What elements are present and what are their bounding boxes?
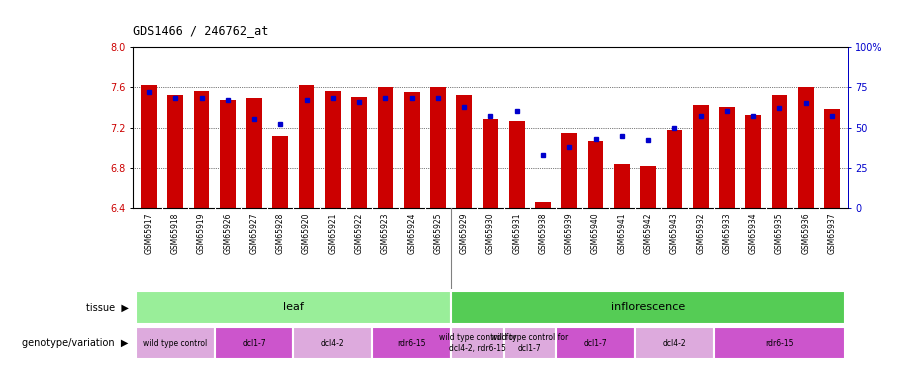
Text: inflorescence: inflorescence: [611, 303, 685, 312]
Bar: [824, 110, 840, 208]
Text: GSM65925: GSM65925: [434, 212, 443, 254]
Bar: [451, 291, 845, 324]
Text: GSM65935: GSM65935: [775, 212, 784, 254]
Bar: [482, 119, 499, 208]
Text: wild type control: wild type control: [143, 339, 207, 348]
Text: GSM65919: GSM65919: [197, 212, 206, 254]
Bar: [714, 327, 845, 359]
Bar: [293, 327, 373, 359]
Bar: [771, 95, 788, 208]
Bar: [351, 97, 367, 208]
Text: GSM65941: GSM65941: [617, 212, 626, 254]
Bar: [640, 166, 656, 208]
Bar: [247, 98, 262, 208]
Bar: [693, 105, 708, 208]
Bar: [556, 327, 635, 359]
Text: GSM65918: GSM65918: [171, 212, 180, 254]
Text: GSM65929: GSM65929: [460, 212, 469, 254]
Bar: [536, 202, 551, 208]
Text: dcl1-7: dcl1-7: [242, 339, 266, 348]
Bar: [719, 107, 734, 208]
Text: GSM65926: GSM65926: [223, 212, 232, 254]
Text: GSM65922: GSM65922: [355, 212, 364, 254]
Text: GSM65931: GSM65931: [512, 212, 521, 254]
Bar: [194, 91, 210, 208]
Bar: [508, 122, 525, 208]
Text: GSM65934: GSM65934: [749, 212, 758, 254]
Text: GSM65938: GSM65938: [538, 212, 547, 254]
Bar: [451, 327, 504, 359]
Bar: [562, 132, 577, 208]
Text: GSM65942: GSM65942: [644, 212, 652, 254]
Text: GSM65943: GSM65943: [670, 212, 679, 254]
Text: GSM65924: GSM65924: [407, 212, 416, 254]
Text: GSM65940: GSM65940: [591, 212, 600, 254]
Text: GSM65933: GSM65933: [723, 212, 732, 254]
Bar: [430, 87, 446, 208]
Bar: [136, 327, 214, 359]
Bar: [588, 141, 604, 208]
Bar: [745, 116, 761, 208]
Bar: [504, 327, 556, 359]
Bar: [167, 95, 183, 208]
Bar: [373, 327, 451, 359]
Text: rdr6-15: rdr6-15: [398, 339, 426, 348]
Bar: [798, 87, 814, 208]
Bar: [220, 100, 236, 208]
Text: GSM65920: GSM65920: [302, 212, 311, 254]
Text: tissue  ▶: tissue ▶: [86, 303, 129, 312]
Text: rdr6-15: rdr6-15: [765, 339, 794, 348]
Text: leaf: leaf: [283, 303, 304, 312]
Text: GSM65939: GSM65939: [565, 212, 574, 254]
Text: GSM65927: GSM65927: [249, 212, 258, 254]
Bar: [299, 85, 314, 208]
Text: dcl4-2: dcl4-2: [321, 339, 345, 348]
Text: GSM65928: GSM65928: [275, 212, 284, 254]
Bar: [635, 327, 714, 359]
Text: GSM65937: GSM65937: [827, 212, 836, 254]
Bar: [667, 129, 682, 208]
Bar: [377, 87, 393, 208]
Bar: [141, 85, 157, 208]
Bar: [614, 164, 630, 208]
Text: dcl4-2: dcl4-2: [662, 339, 686, 348]
Bar: [214, 327, 293, 359]
Text: GSM65936: GSM65936: [801, 212, 810, 254]
Text: dcl1-7: dcl1-7: [584, 339, 608, 348]
Bar: [404, 92, 419, 208]
Text: GSM65930: GSM65930: [486, 212, 495, 254]
Text: GDS1466 / 246762_at: GDS1466 / 246762_at: [133, 24, 268, 38]
Bar: [273, 136, 288, 208]
Text: GSM65921: GSM65921: [328, 212, 338, 254]
Text: GSM65917: GSM65917: [145, 212, 154, 254]
Text: GSM65923: GSM65923: [381, 212, 390, 254]
Text: wild type control for
dcl1-7: wild type control for dcl1-7: [491, 333, 569, 353]
Text: GSM65932: GSM65932: [697, 212, 706, 254]
Text: genotype/variation  ▶: genotype/variation ▶: [22, 338, 129, 348]
Text: wild type control for
dcl4-2, rdr6-15: wild type control for dcl4-2, rdr6-15: [438, 333, 516, 353]
Bar: [456, 95, 472, 208]
Bar: [325, 91, 341, 208]
Bar: [136, 291, 451, 324]
